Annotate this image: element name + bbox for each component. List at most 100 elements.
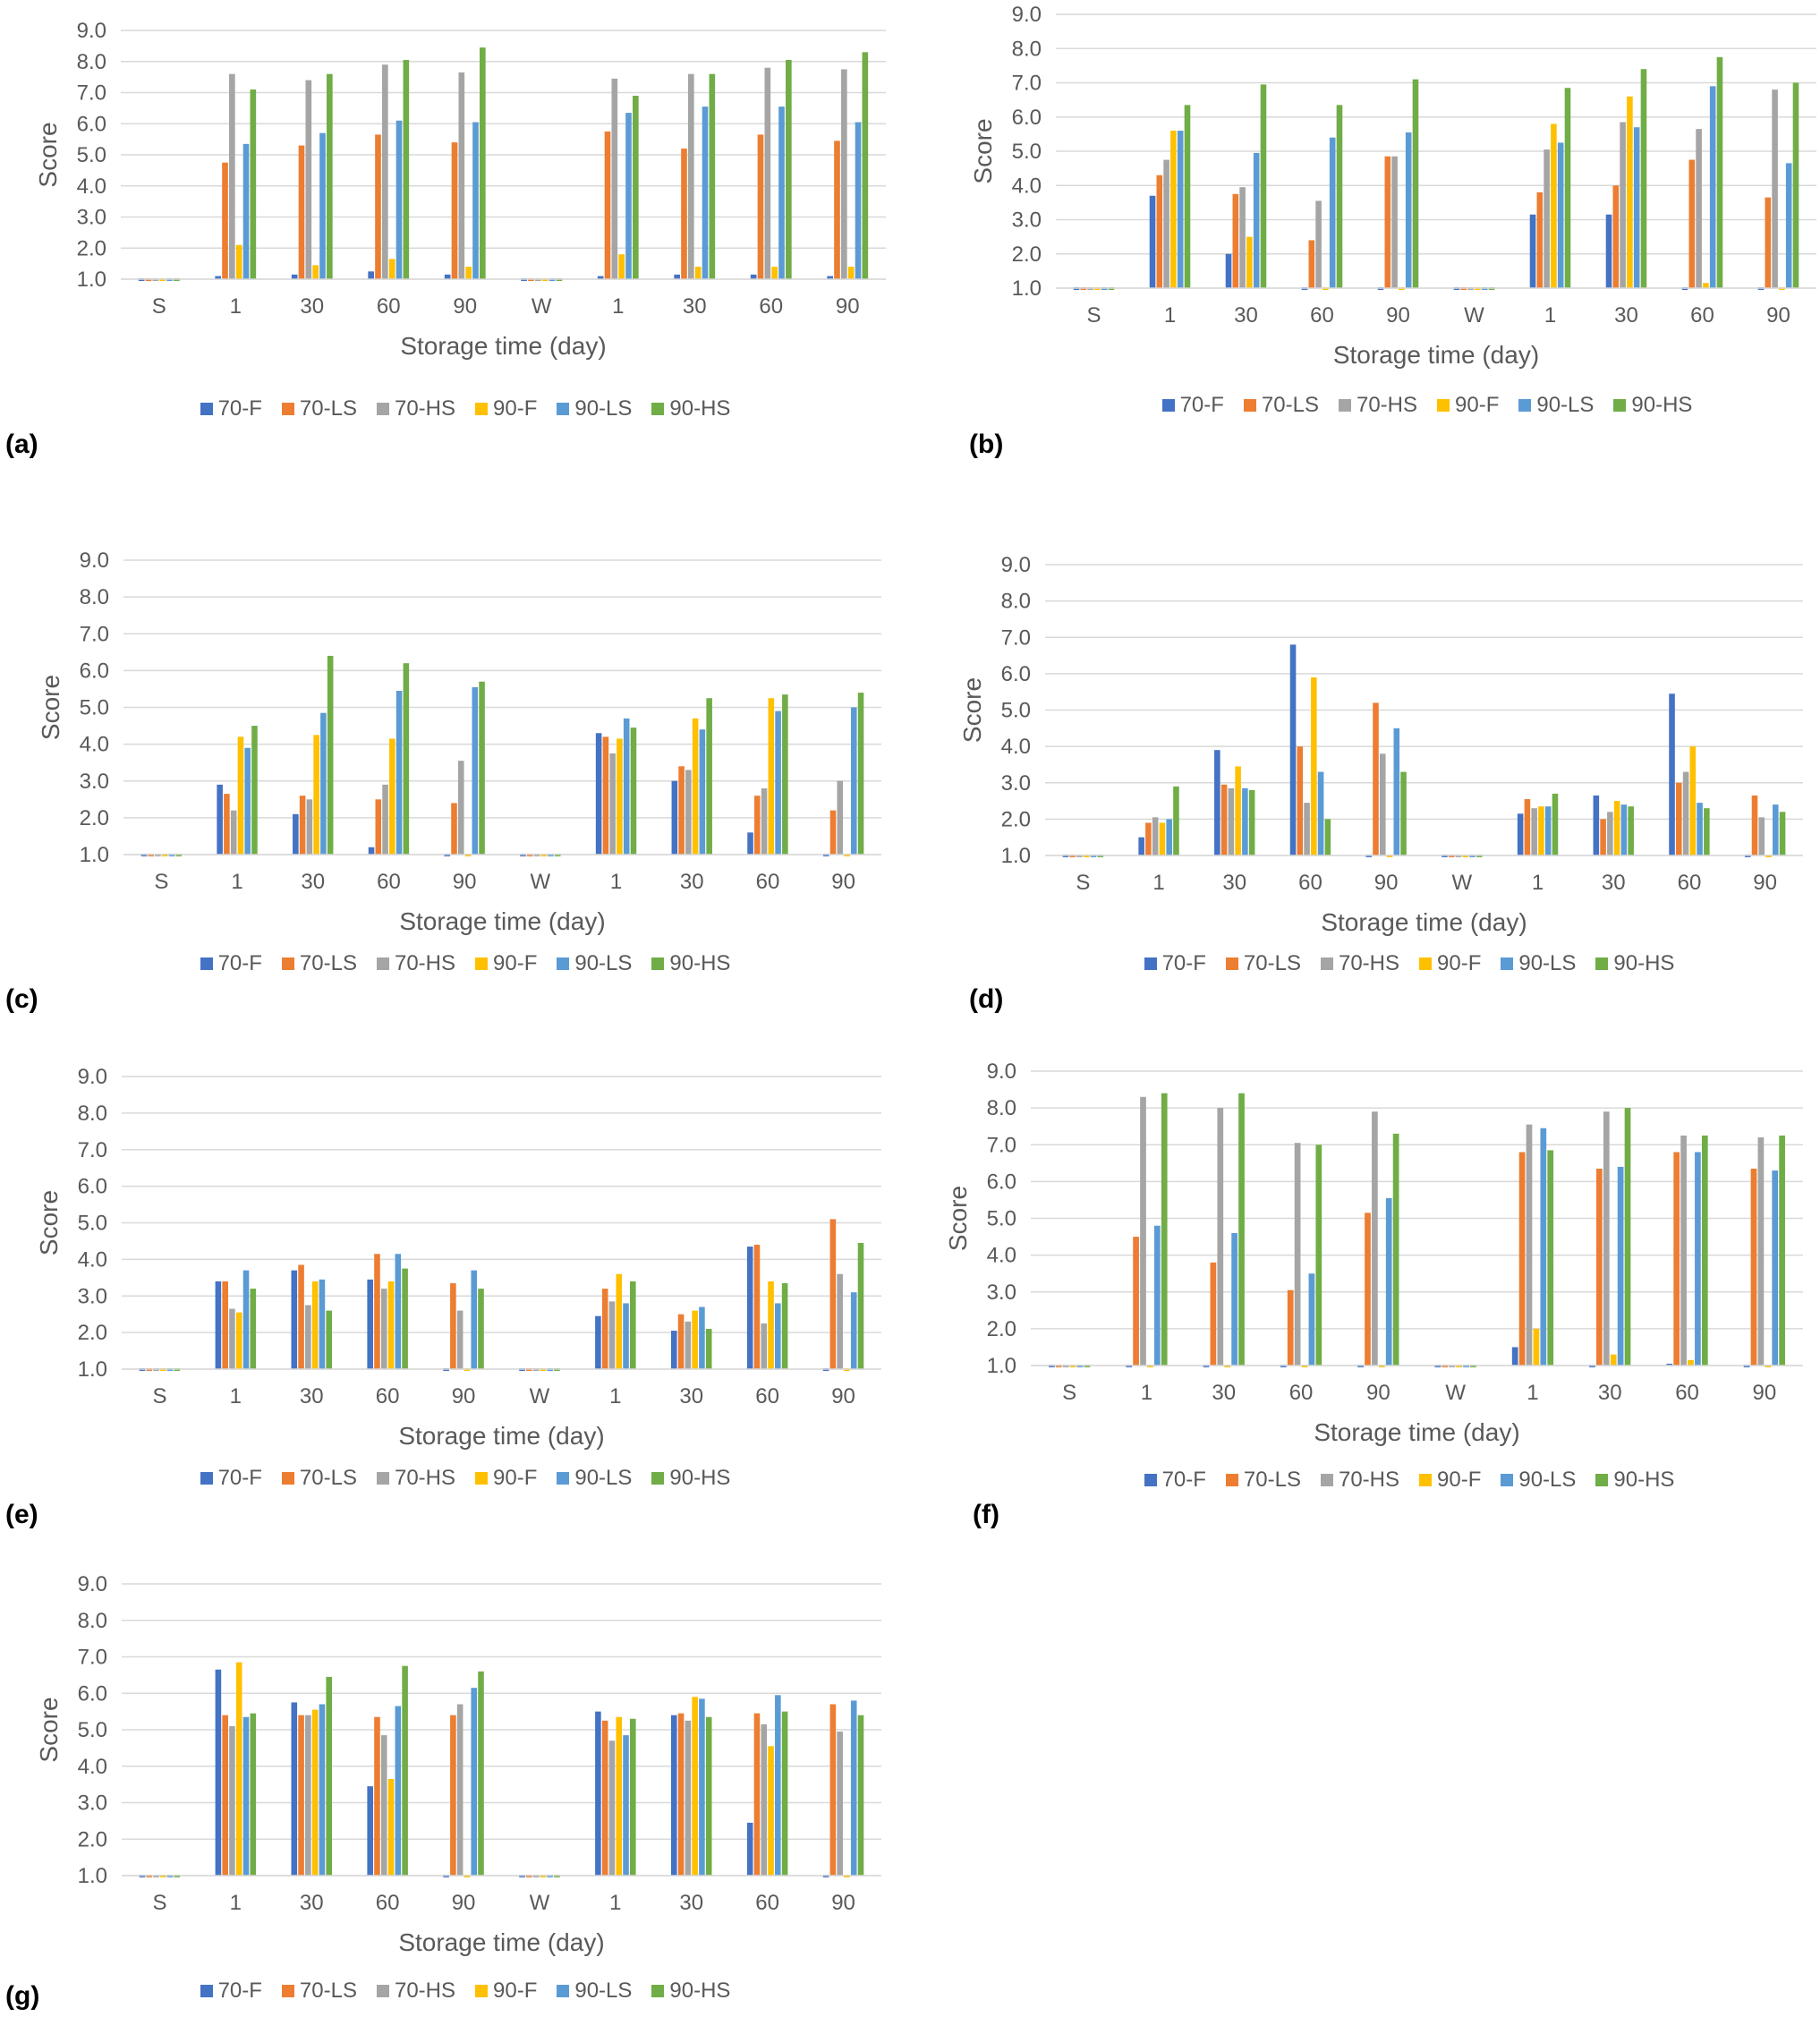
bar-a-70-LS-6 (604, 131, 611, 279)
y-tick-label-a-8: 9.0 (77, 19, 106, 43)
legend-swatch-a-90-HS (651, 403, 665, 415)
legend-label-b-90-HS: 90-HS (1631, 393, 1693, 417)
bar-b-90-F-7 (1627, 96, 1633, 288)
legend-swatch-d-90-LS (1501, 957, 1514, 970)
legend-label-g-90-LS: 90-LS (574, 1979, 633, 2003)
x-tick-label-b-5: W (1464, 303, 1484, 328)
legend-swatch-a-90-LS (557, 403, 570, 415)
y-tick-label-g-6: 7.0 (78, 1646, 107, 1670)
bar-b-70-LS-8 (1688, 159, 1696, 288)
bar-c-70-F-1 (217, 784, 223, 855)
bar-a-70-HS-6 (611, 78, 618, 279)
bar-b-90-LS-9 (1785, 163, 1792, 288)
bar-e-70-LS-4 (450, 1282, 456, 1369)
bar-d-90-LS-7 (1620, 804, 1628, 855)
x-tick-label-e-3: 60 (376, 1384, 400, 1408)
bar-d-90-HS-3 (1324, 819, 1331, 855)
legend-swatch-d-70-LS (1225, 957, 1238, 970)
legend-swatch-d-90-F (1419, 957, 1432, 970)
legend-label-e-70-F: 70-F (217, 1466, 262, 1490)
bar-f-70-HS-2 (1217, 1108, 1224, 1366)
bar-d-90-LS-1 (1166, 819, 1172, 855)
legend-label-b-90-F: 90-F (1455, 393, 1500, 417)
bar-c-90-HS-4 (479, 681, 485, 855)
legend-item-b-90-F: 90-F (1437, 393, 1499, 418)
legend-item-b-90-LS: 90-LS (1518, 393, 1594, 418)
bar-g-90-LS-7 (699, 1698, 705, 1876)
bar-e-70-HS-2 (305, 1305, 311, 1369)
bar-b-90-F-6 (1551, 123, 1557, 288)
bar-e-90-HS-6 (630, 1281, 636, 1369)
y-tick-label-e-0: 1.0 (78, 1357, 107, 1382)
bar-e-70-LS-7 (677, 1314, 685, 1369)
x-axis-title-g: Storage time (day) (398, 1928, 604, 1956)
bar-b-70-F-1 (1149, 195, 1156, 288)
bar-g-70-F-3 (367, 1786, 373, 1876)
bar-e-70-F-7 (671, 1331, 677, 1369)
bar-f-90-F-7 (1610, 1354, 1617, 1366)
bar-b-90-HS-1 (1184, 105, 1191, 288)
bar-a-70-HS-9 (841, 69, 847, 279)
bar-d-70-F-7 (1593, 795, 1600, 855)
y-tick-label-c-6: 7.0 (80, 622, 109, 646)
legend-label-c-70-F: 70-F (217, 951, 262, 975)
panel-label-g: (g) (5, 1981, 40, 2011)
y-tick-label-e-6: 7.0 (78, 1138, 107, 1162)
bar-b-70-LS-3 (1308, 240, 1315, 288)
bar-c-90-HS-2 (327, 655, 334, 855)
y-axis-title-f: Score (944, 1186, 972, 1251)
x-tick-label-g-3: 60 (376, 1891, 400, 1915)
legend-swatch-b-70-HS (1338, 399, 1351, 412)
bar-a-90-LS-2 (319, 132, 326, 279)
bar-e-70-F-3 (367, 1279, 373, 1369)
panel-label-a: (a) (5, 430, 38, 459)
legend-swatch-g-90-F (475, 1985, 488, 1997)
bar-d-70-LS-6 (1524, 799, 1531, 855)
chart-panel-b: 1.0 2.0 3.0 4.0 5.0 6.0 7.0 8.0 9.0 S 1 30 60 90 W 1 30 6… (969, 0, 1816, 417)
legend-swatch-g-90-LS (557, 1985, 570, 1997)
x-tick-label-d-3: 60 (1298, 871, 1322, 895)
bar-c-90-LS-9 (851, 707, 857, 855)
bar-d-70-F-8 (1669, 694, 1675, 855)
legend-item-e-90-LS: 90-LS (557, 1466, 632, 1491)
bar-e-70-F-2 (291, 1270, 298, 1369)
legend-label-e-90-LS: 90-LS (574, 1466, 633, 1490)
y-tick-label-d-5: 6.0 (1001, 662, 1031, 686)
x-tick-label-e-9: 90 (831, 1384, 855, 1408)
bar-b-70-LS-4 (1384, 156, 1391, 288)
legend-swatch-a-70-F (200, 403, 213, 415)
y-axis-title-d: Score (958, 677, 986, 743)
bar-d-70-LS-3 (1297, 746, 1304, 855)
y-tick-label-d-6: 7.0 (1001, 626, 1031, 650)
x-tick-label-f-1: 1 (1141, 1381, 1152, 1405)
bar-a-70-F-6 (597, 276, 604, 279)
bar-e-90-LS-3 (395, 1254, 402, 1369)
legend-swatch-b-90-LS (1518, 399, 1532, 412)
bar-g-90-LS-8 (775, 1695, 781, 1876)
bar-d-70-LS-2 (1220, 784, 1228, 855)
legend-swatch-f-70-HS (1320, 1474, 1333, 1486)
bar-d-90-F-7 (1613, 801, 1620, 855)
legend-item-e-90-HS: 90-HS (651, 1466, 730, 1491)
bar-c-70-HS-8 (761, 787, 768, 855)
bar-b-70-LS-9 (1765, 197, 1772, 288)
bar-f-90-LS-7 (1617, 1166, 1624, 1366)
legend-label-b-70-LS: 70-LS (1261, 393, 1319, 417)
bar-e-90-HS-8 (781, 1282, 788, 1369)
bar-b-90-LS-8 (1709, 86, 1716, 288)
bar-c-70-LS-9 (829, 810, 837, 855)
bar-e-90-HS-9 (857, 1242, 864, 1369)
legend-item-d-90-LS: 90-LS (1501, 951, 1576, 976)
legend-item-d-70-F: 70-F (1144, 951, 1206, 976)
bar-f-90-HS-6 (1547, 1150, 1554, 1366)
bar-g-70-LS-3 (374, 1716, 380, 1876)
y-tick-label-d-7: 8.0 (1001, 590, 1031, 614)
y-tick-label-g-5: 6.0 (78, 1681, 107, 1706)
chart-legend-c: 70-F 70-LS 70-HS 90-F 90-LS 90-HS (107, 949, 823, 979)
x-tick-label-g-0: S (152, 1891, 166, 1915)
legend-item-c-90-HS: 90-HS (651, 951, 730, 976)
bar-g-70-HS-9 (837, 1732, 843, 1876)
bar-e-90-F-1 (235, 1312, 242, 1369)
bar-c-90-HS-3 (403, 663, 410, 855)
y-tick-label-e-3: 4.0 (78, 1247, 107, 1272)
